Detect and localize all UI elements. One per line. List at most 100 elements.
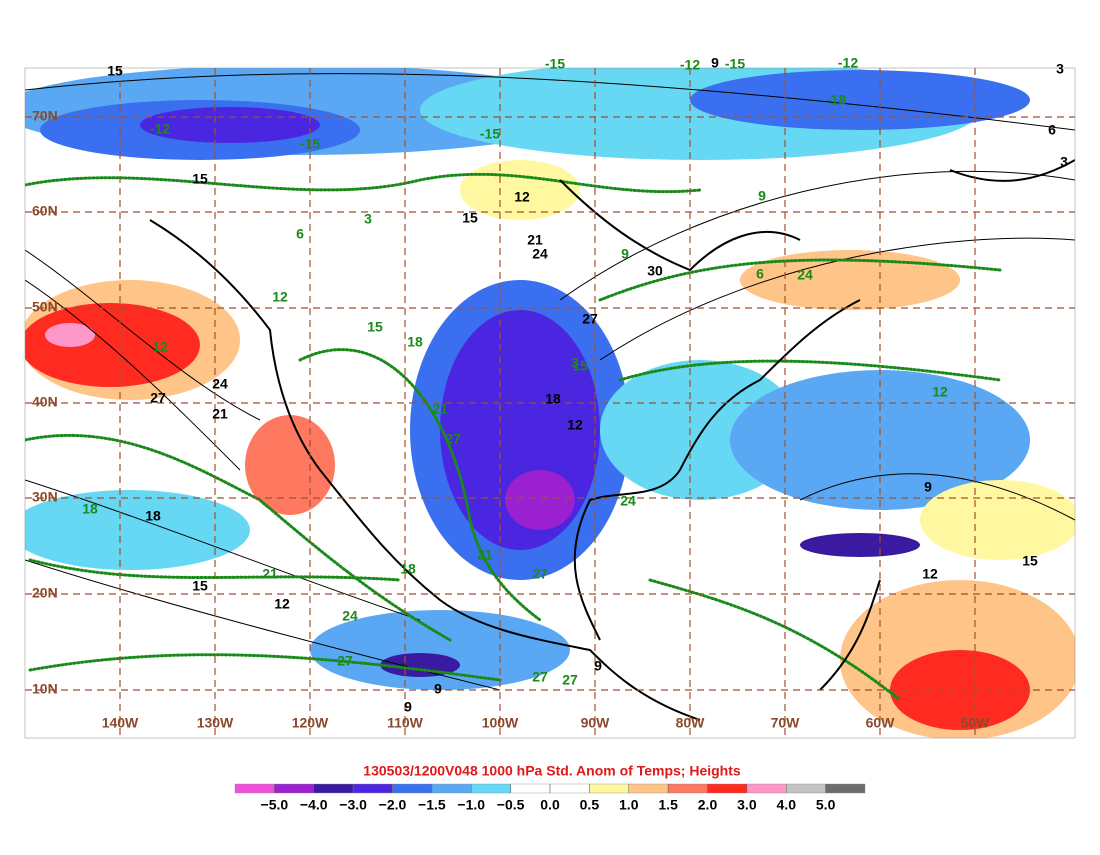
height-label: 3 — [1060, 154, 1068, 170]
longitude-label: 60W — [866, 715, 896, 731]
latitude-label: 70N — [32, 108, 58, 124]
anomaly-label: 6 — [756, 266, 764, 282]
height-label: 9 — [434, 681, 442, 697]
anomaly-label: 18 — [407, 334, 423, 350]
anomaly-label: 27 — [532, 669, 548, 685]
anomaly-label: -15 — [725, 56, 745, 72]
colorbar-swatch — [352, 783, 393, 794]
height-label: 18 — [145, 508, 161, 524]
anomaly-label: 12 — [932, 384, 948, 400]
longitude-label: 100W — [482, 715, 519, 731]
anomaly-label: 15 — [367, 319, 383, 335]
graticule — [25, 68, 1075, 738]
height-label: 18 — [545, 391, 561, 407]
latitude-label: 40N — [32, 394, 58, 410]
colorbar-swatch — [431, 783, 472, 794]
colorbar-swatch — [234, 783, 275, 794]
anomaly-contours — [25, 172, 1002, 702]
map-frame — [24, 67, 1076, 739]
colorbar-label: −2.0 — [379, 797, 407, 813]
height-label: 12 — [922, 566, 938, 582]
height-label: 3 — [1056, 61, 1064, 77]
colorbar-label: 3.0 — [737, 797, 757, 813]
anomaly-label: 27 — [532, 566, 548, 582]
anomaly-label: 27 — [337, 653, 353, 669]
anomaly-label: 6 — [296, 226, 304, 242]
longitude-label: 80W — [676, 715, 706, 731]
latitude-label: 10N — [32, 681, 58, 697]
longitude-label: 50W — [961, 715, 991, 731]
colorbar-swatch — [628, 783, 669, 794]
longitude-label: 90W — [581, 715, 611, 731]
colorbar-swatch — [274, 783, 314, 794]
anomaly-label: 15 — [572, 358, 588, 374]
height-label: 30 — [647, 263, 663, 279]
coastlines — [149, 159, 1075, 721]
colorbar-label: −4.0 — [300, 797, 328, 813]
colorbar-swatch — [510, 783, 551, 794]
colorbar-label: 0.0 — [540, 797, 560, 813]
anomaly-label: 12 — [272, 289, 288, 305]
anomaly-label: 12 — [152, 339, 168, 355]
colorbar-label: 2.0 — [698, 797, 718, 813]
anomaly-label: 21 — [432, 401, 448, 417]
height-label: 9 — [924, 479, 932, 495]
height-label: 12 — [514, 189, 530, 205]
colorbar-swatch — [746, 783, 787, 794]
longitude-label: 140W — [102, 715, 139, 731]
anomaly-label: 24 — [620, 493, 636, 509]
colorbar-label: −3.0 — [339, 797, 367, 813]
colorbar-swatch — [549, 783, 590, 794]
colorbar-swatch — [825, 783, 866, 794]
latitude-label: 50N — [32, 299, 58, 315]
latitude-label: 30N — [32, 489, 58, 505]
colorbar-swatch — [786, 783, 826, 794]
colorbar-swatch — [589, 783, 629, 794]
colorbar-label: −1.5 — [418, 797, 446, 813]
anomaly-label: -15 — [545, 56, 565, 72]
height-label: 12 — [567, 417, 583, 433]
anomaly-label: -12 — [838, 55, 858, 71]
colorbar-label: 5.0 — [816, 797, 836, 813]
anomaly-shading — [25, 68, 1075, 738]
longitude-label: 70W — [771, 715, 801, 731]
anomaly-label: 24 — [342, 608, 358, 624]
height-label: 6 — [1048, 122, 1056, 138]
height-label: 15 — [462, 210, 478, 226]
anomaly-label: 3 — [364, 211, 372, 227]
colorbar-label: −0.5 — [497, 797, 525, 813]
colorbar-label: 0.5 — [580, 797, 600, 813]
anomaly-label: 21 — [262, 566, 278, 582]
anomaly-label: 27 — [562, 672, 578, 688]
colorbar-label: 1.5 — [658, 797, 678, 813]
colorbar-swatch — [707, 783, 748, 794]
colorbar-label: 4.0 — [777, 797, 797, 813]
colorbar-label: 1.0 — [619, 797, 639, 813]
anomaly-label: -15 — [300, 136, 320, 152]
height-label: 15 — [107, 63, 123, 79]
anomaly-label: 24 — [797, 267, 813, 283]
anomaly-label: -18 — [826, 92, 846, 108]
anomaly-label: 18 — [400, 561, 416, 577]
height-label: 9 — [711, 55, 719, 71]
anomaly-label: 9 — [621, 246, 629, 262]
height-label: 21 — [212, 406, 228, 422]
labels: 10N 20N 30N 40N 50N 60N 70N 140W 130W 120W 110W 100… — [32, 55, 1068, 731]
height-label: 9 — [404, 699, 412, 715]
anomaly-label: -12 — [150, 121, 170, 137]
colorbar-swatch — [313, 783, 354, 794]
height-label: 15 — [192, 171, 208, 187]
colorbar-label: −1.0 — [457, 797, 485, 813]
anomaly-label: 18 — [82, 501, 98, 517]
anomaly-label: 3 — [571, 355, 579, 371]
map-area — [25, 68, 1075, 738]
latitude-label: 60N — [32, 203, 58, 219]
height-label: 15 — [192, 578, 208, 594]
longitude-label: 130W — [197, 715, 234, 731]
height-label: 24 — [212, 376, 228, 392]
latitude-label: 20N — [32, 585, 58, 601]
longitude-label: 110W — [387, 715, 424, 731]
colorbar-label: −5.0 — [261, 797, 289, 813]
